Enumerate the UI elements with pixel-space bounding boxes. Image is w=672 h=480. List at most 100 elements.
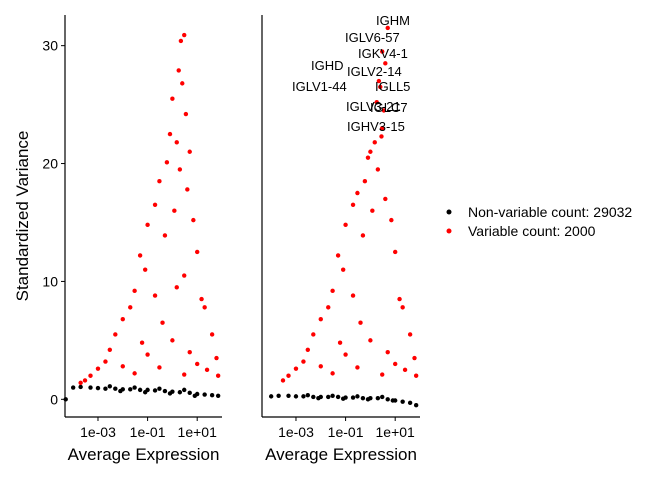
point	[301, 394, 306, 399]
point	[82, 378, 88, 383]
x-tick-label: 1e-01	[328, 424, 364, 440]
point	[70, 385, 76, 390]
point	[187, 149, 192, 154]
y-tick-label: 20	[42, 156, 58, 172]
point	[383, 61, 388, 66]
gene-label: IGHM	[376, 13, 410, 28]
legend-label: Variable count: 2000	[468, 223, 596, 239]
point	[160, 320, 165, 325]
gene-label: IGHD	[311, 58, 344, 73]
point	[215, 373, 221, 378]
point	[318, 316, 323, 322]
point	[137, 387, 143, 393]
point	[214, 355, 219, 361]
point	[199, 296, 204, 302]
point	[374, 100, 379, 105]
point	[204, 367, 210, 373]
point	[379, 134, 384, 139]
point	[350, 395, 356, 400]
point	[180, 81, 185, 86]
point	[182, 387, 187, 393]
point	[152, 293, 158, 298]
point	[132, 385, 137, 390]
point	[326, 394, 331, 400]
point	[164, 160, 170, 165]
point	[95, 366, 101, 371]
point	[132, 371, 137, 376]
point	[350, 202, 356, 208]
point	[202, 392, 207, 397]
point	[286, 393, 291, 398]
point	[372, 140, 377, 145]
point	[376, 78, 382, 84]
point	[209, 332, 215, 337]
point	[174, 140, 179, 145]
gene-label: IGLV6-57	[345, 30, 400, 45]
point	[392, 361, 398, 367]
point	[152, 388, 158, 393]
point	[368, 149, 373, 154]
point	[318, 364, 323, 369]
point	[183, 111, 189, 117]
gene-label: IGLV3-21	[346, 99, 401, 114]
point	[337, 340, 343, 345]
point	[385, 397, 390, 402]
point	[378, 84, 383, 90]
gene-label: IGHV3-15	[347, 119, 405, 134]
point	[103, 386, 108, 391]
point	[335, 394, 341, 400]
x-tick-label: 1e-03	[80, 424, 116, 440]
point	[103, 359, 108, 364]
point	[177, 167, 183, 172]
point	[365, 397, 371, 402]
point	[412, 355, 417, 361]
point	[375, 167, 381, 172]
point	[330, 371, 335, 376]
gene-label: IGLC7	[370, 100, 408, 115]
point	[178, 38, 184, 44]
point	[152, 202, 158, 208]
point	[202, 305, 207, 310]
point	[293, 366, 299, 371]
point	[301, 359, 306, 364]
point	[170, 338, 175, 343]
y-axis-label: Standardized Variance	[13, 131, 32, 302]
point	[286, 373, 291, 378]
x-axis-label: Average Expression	[68, 445, 220, 464]
point	[139, 340, 145, 345]
point	[316, 395, 321, 401]
point	[191, 217, 196, 223]
x-tick-label: 1e-01	[130, 424, 166, 440]
point	[118, 388, 123, 394]
point	[167, 131, 173, 137]
point	[142, 390, 148, 395]
point	[380, 394, 385, 400]
point	[209, 392, 215, 398]
y-tick-label: 0	[50, 391, 58, 407]
point	[355, 365, 360, 370]
point	[326, 305, 331, 310]
x-tick-label: 1e+01	[376, 424, 416, 440]
point	[343, 222, 348, 228]
point	[311, 394, 316, 400]
y-tick-label: 30	[42, 38, 58, 54]
point	[113, 386, 118, 391]
point	[330, 393, 335, 398]
point	[182, 32, 187, 38]
point	[170, 96, 175, 101]
point	[407, 332, 413, 337]
gene-label: IGKV4-1	[358, 46, 408, 61]
point	[182, 372, 187, 377]
point	[145, 222, 150, 228]
point	[350, 293, 356, 298]
point	[397, 296, 402, 302]
point	[335, 253, 341, 258]
point	[88, 373, 93, 378]
point	[167, 391, 173, 396]
point	[78, 384, 83, 390]
point	[413, 373, 419, 378]
point	[413, 403, 419, 408]
point	[172, 208, 177, 213]
point	[107, 384, 113, 389]
